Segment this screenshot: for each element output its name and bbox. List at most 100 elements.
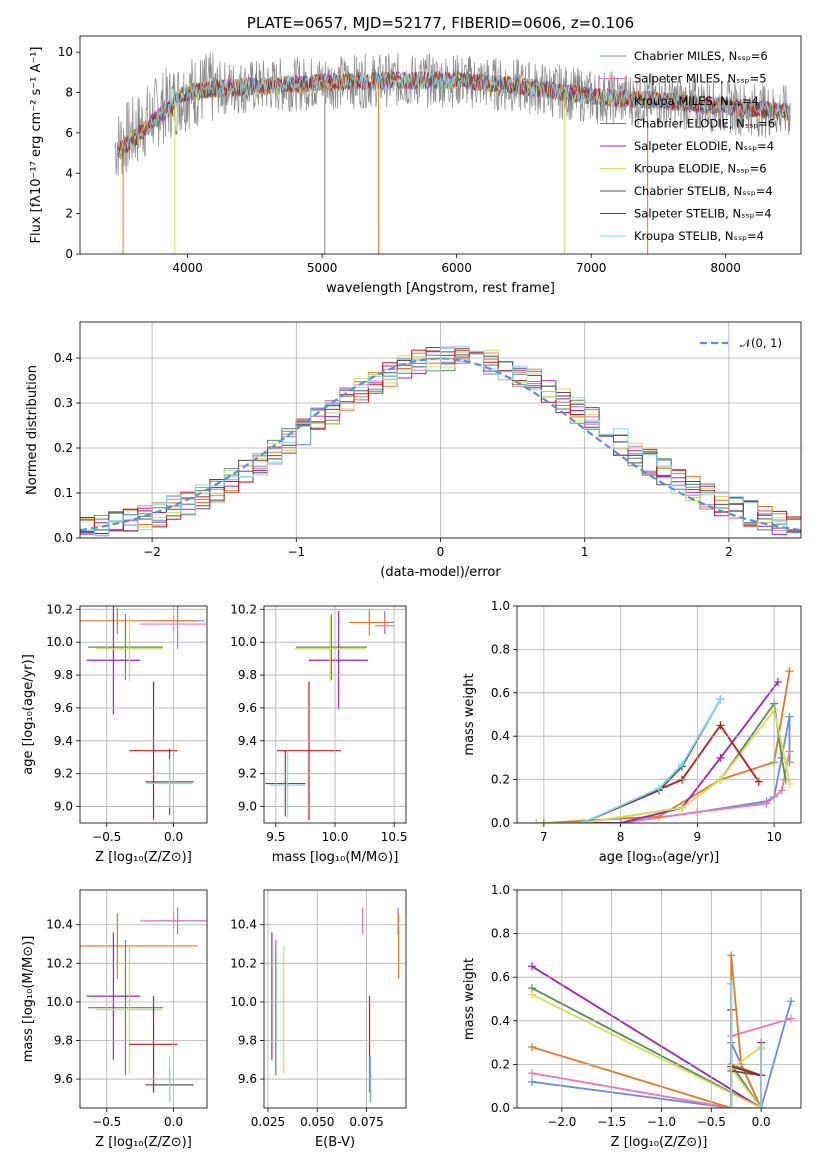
y-tick-label: 0.0 [54, 531, 73, 545]
legend-label: 𝒩(0, 1) [740, 336, 782, 350]
legend-label: Salpeter STELIB, Nₛₛₚ=4 [634, 207, 772, 221]
y-tick-label: 9.8 [54, 668, 73, 682]
legend-label: Kroupa STELIB, Nₛₛₚ=4 [634, 229, 764, 243]
x-tick-label: 9 [694, 830, 702, 844]
y-tick-label: 9.2 [54, 767, 73, 781]
plot-area-7 [527, 951, 796, 1108]
mass-weight-line [543, 670, 791, 823]
x-tick-label: 0.0 [164, 1115, 183, 1129]
x-tick-label: 10 [766, 830, 781, 844]
y-tick-label: 9.8 [54, 1033, 73, 1047]
axes-frame [263, 889, 407, 1109]
x-axis-label: wavelength [Angstrom, rest frame] [326, 281, 555, 296]
mass-weight-line [581, 698, 722, 823]
data-point-marker [655, 784, 663, 793]
data-point-marker [727, 979, 736, 988]
x-tick-label: 1 [581, 545, 589, 559]
data-point-marker [578, 819, 587, 823]
x-tick-label: 0.025 [251, 1115, 285, 1129]
y-tick-label: 0.0 [491, 816, 510, 830]
x-tick-label: −1 [287, 545, 305, 559]
y-tick-label: 10.0 [230, 995, 257, 1009]
x-tick-label: −0.5 [92, 830, 121, 844]
x-tick-label: 8000 [710, 261, 741, 275]
x-tick-label: 7 [540, 830, 548, 844]
mass-weight-line [543, 751, 791, 823]
x-tick-label: 10.5 [381, 830, 408, 844]
mass-weight-line [531, 987, 762, 1108]
axes-frame [516, 605, 802, 824]
y-tick-label: 4 [65, 166, 73, 180]
y-tick-label: 9.6 [54, 701, 73, 715]
plot-area-2 [80, 606, 207, 820]
y-axis-label: age [log₁₀(age/yr)] [21, 654, 36, 775]
axes-6: 0.025 0.050 0.075 9.6 9.8 10.0 10.2 10.4 E(B-V) [230, 889, 407, 1150]
y-tick-label: 6 [65, 126, 73, 140]
x-tick-label: 8 [617, 830, 625, 844]
data-point-marker [785, 747, 794, 756]
y-axis-label: Flux [fλ10⁻¹⁷ erg cm⁻² s⁻¹ A⁻¹] [29, 47, 44, 244]
x-axis-label: Z [log₁₀(Z/Z⊙)] [95, 850, 192, 865]
x-tick-label: 6000 [441, 261, 472, 275]
y-tick-label: 0.6 [491, 686, 510, 700]
legend-label: Chabrier STELIB, Nₛₛₚ=4 [634, 184, 773, 198]
plot-area-0 [114, 52, 791, 254]
x-tick-label: 2 [725, 545, 733, 559]
y-tick-label: 0.2 [54, 441, 73, 455]
model-spectrum-line [117, 71, 791, 159]
legend-label: Chabrier ELODIE, Nₛₛₚ=6 [634, 117, 775, 131]
data-point-marker [773, 677, 782, 686]
data-point-marker [785, 779, 794, 788]
legend-label: Salpeter MILES, Nₛₛₚ=5 [634, 72, 767, 86]
axes-0: 4000 5000 6000 7000 8000 0 2 4 6 8 10 wavelength [A… [29, 14, 802, 296]
y-tick-label: 9.4 [54, 734, 73, 748]
y-tick-label: 1.0 [491, 599, 510, 613]
x-tick-label: −2 [143, 545, 161, 559]
y-tick-label: 10.4 [46, 918, 73, 932]
x-tick-label: 0 [437, 545, 445, 559]
y-tick-label: 9.6 [238, 701, 257, 715]
y-tick-label: 9.4 [238, 734, 257, 748]
y-tick-label: 0 [65, 247, 73, 261]
y-tick-label: 10.2 [46, 602, 73, 616]
data-point-marker [532, 819, 541, 823]
x-tick-label: 5000 [307, 261, 338, 275]
axes-3: 9.5 10.0 10.5 9.0 9.2 9.4 9.6 9.8 10.0 10.2 mass [… [230, 602, 407, 865]
x-axis-label: mass [log₁₀(M/M⊙)] [272, 850, 399, 865]
axes-frame [79, 321, 802, 539]
axes-frame [79, 35, 802, 255]
data-point-marker [727, 1104, 736, 1108]
y-tick-label: 0.2 [491, 773, 510, 787]
y-tick-label: 9.0 [238, 800, 257, 814]
data-point-marker [754, 777, 763, 786]
plot-area-6 [271, 907, 400, 1103]
x-tick-label: 0.0 [164, 830, 183, 844]
axes-5: −0.5 0.0 9.6 9.8 10.0 10.2 10.4 Z [log₁₀(Z/Z⊙)]… [21, 889, 208, 1150]
axes-1: −2 −1 0 1 2 0.0 0.1 0.2 0.3 0.4 (data-model)/error… [25, 321, 802, 580]
y-tick-label: 0.4 [491, 1014, 510, 1028]
mass-weight-line [581, 698, 722, 823]
y-axis-label: mass weight [462, 958, 477, 1040]
y-tick-label: 10.0 [46, 635, 73, 649]
y-tick-label: 0.3 [54, 396, 73, 410]
x-axis-label: age [log₁₀(age/yr)] [599, 850, 720, 865]
data-point-marker [787, 1014, 796, 1023]
y-tick-label: 0.0 [491, 1101, 510, 1115]
data-point-marker [527, 1042, 536, 1051]
axes-4: 7 8 9 10 0.0 0.2 0.4 0.6 0.8 1.0 age [log₁₀(age/yr… [462, 599, 802, 865]
x-tick-label: 9.5 [266, 830, 285, 844]
data-point-marker [716, 721, 725, 730]
x-tick-label: 0.050 [300, 1115, 334, 1129]
y-tick-label: 1.0 [491, 883, 510, 897]
axes-2: −0.5 0.0 9.0 9.2 9.4 9.6 9.8 10.0 10.2 Z [log₁₀(Z… [21, 602, 208, 865]
plot-area-5 [80, 907, 207, 1103]
x-tick-label: −0.5 [92, 1115, 121, 1129]
data-point-marker [781, 758, 790, 767]
axes-frame [516, 889, 802, 1109]
x-tick-label: 0.0 [752, 1115, 771, 1129]
x-tick-label: −1.0 [647, 1115, 676, 1129]
data-point-marker [787, 997, 796, 1006]
legend-label: Kroupa ELODIE, Nₛₛₚ=6 [634, 162, 767, 176]
mass-weight-line [543, 681, 779, 823]
